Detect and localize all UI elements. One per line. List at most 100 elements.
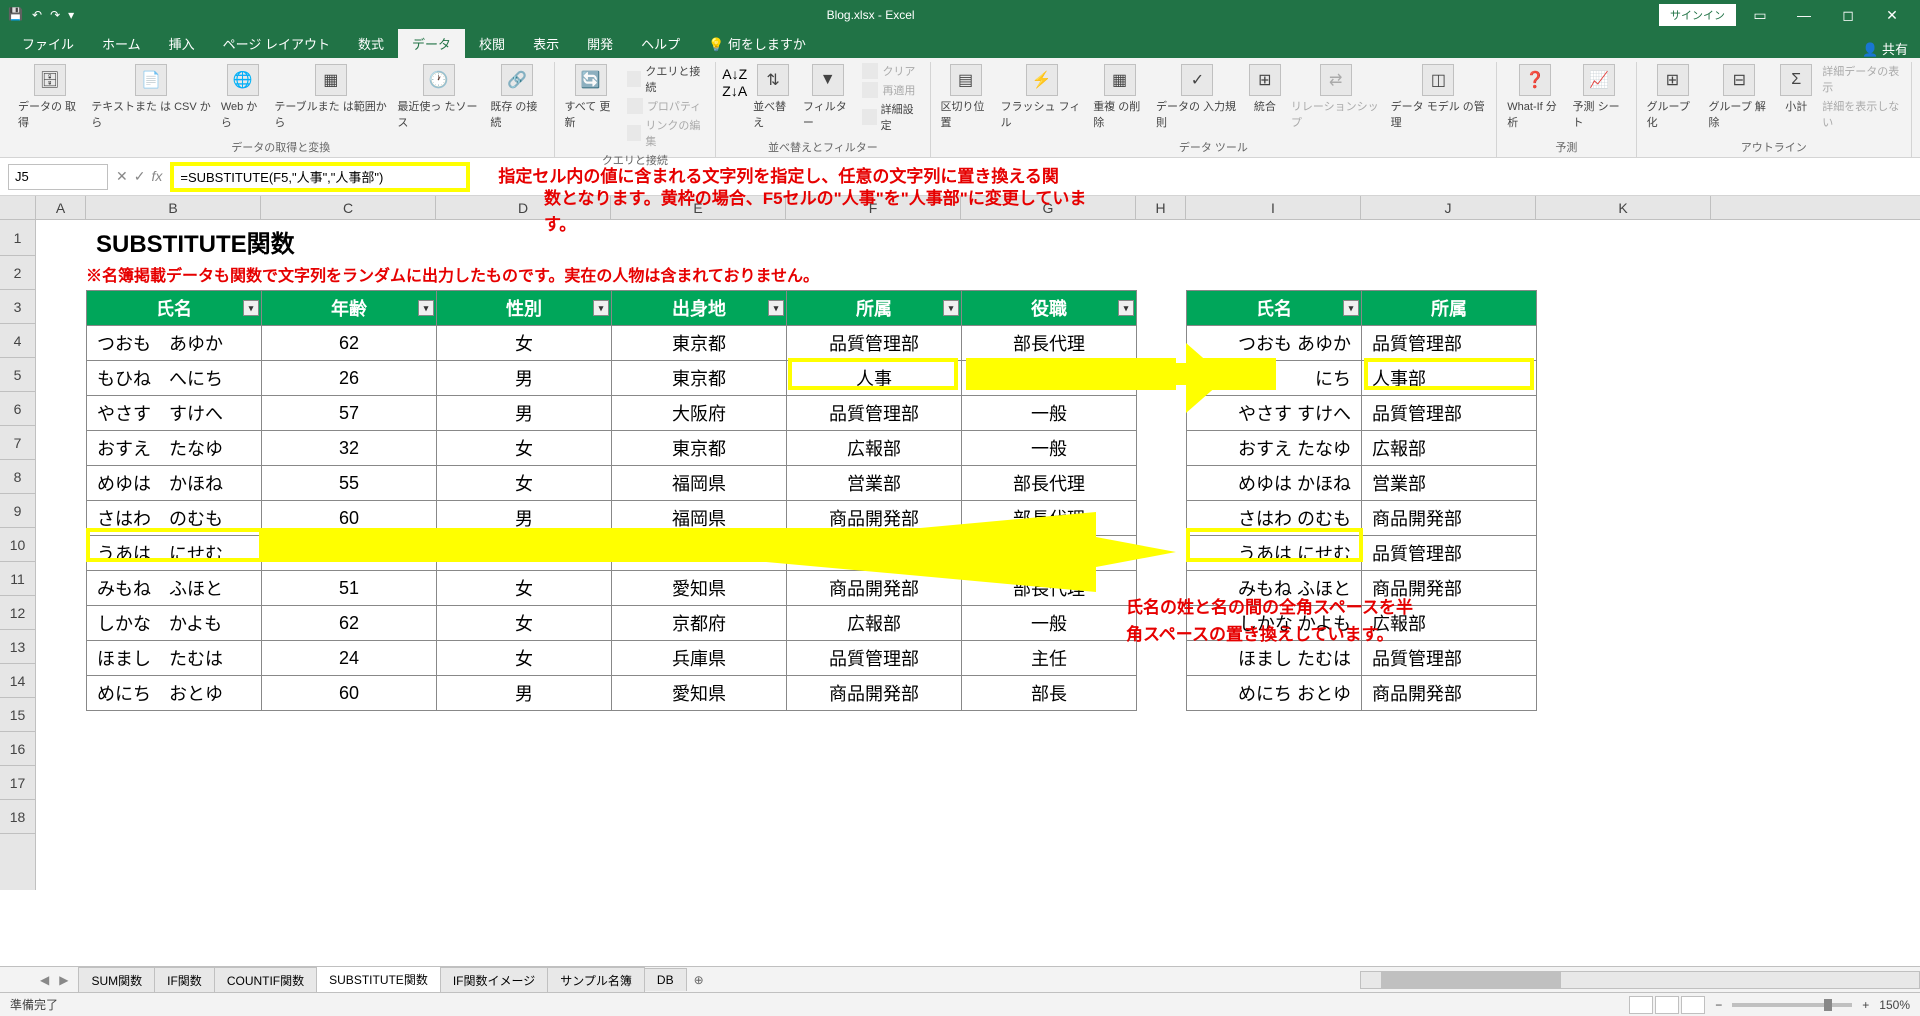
get-data-button[interactable]: 🗄データの 取得 <box>14 62 85 132</box>
properties-button[interactable]: プロパティ <box>623 97 709 115</box>
recent-sources-button[interactable]: 🕐最近使っ たソース <box>393 62 484 132</box>
col-header[interactable]: B <box>86 196 261 219</box>
table-cell[interactable]: 55 <box>262 466 437 501</box>
table-cell[interactable]: 32 <box>262 431 437 466</box>
table-cell[interactable]: 品質管理部 <box>787 396 962 431</box>
minimize-icon[interactable]: — <box>1784 1 1824 29</box>
relationships-button[interactable]: ⇄リレーションシップ <box>1287 62 1385 132</box>
table-cell[interactable]: 62 <box>262 326 437 361</box>
table-cell[interactable]: 東京都 <box>612 431 787 466</box>
table-cell[interactable]: 一般 <box>962 431 1137 466</box>
sheet-tab[interactable]: SUM関数 <box>78 967 155 993</box>
cells-area[interactable]: SUBSTITUTE関数 ※名簿掲載データも関数で文字列をランダムに出力したもの… <box>36 220 1920 890</box>
formula-bar[interactable]: =SUBSTITUTE(F5,"人事","人事部") <box>170 162 470 192</box>
tab-home[interactable]: ホーム <box>88 29 155 58</box>
table-cell[interactable] <box>612 536 787 571</box>
data-validation-button[interactable]: ✓データの 入力規則 <box>1152 62 1243 132</box>
table-cell[interactable]: 62 <box>262 606 437 641</box>
normal-view-button[interactable] <box>1629 996 1653 1014</box>
table-cell[interactable]: 商品開発部 <box>787 501 962 536</box>
filter-dropdown-icon[interactable]: ▾ <box>593 300 609 316</box>
tab-review[interactable]: 校閲 <box>465 29 519 58</box>
tab-tell-me[interactable]: 💡 何をしますか <box>694 29 820 58</box>
table-cell[interactable] <box>962 536 1137 571</box>
col-header[interactable]: C <box>261 196 436 219</box>
table-cell[interactable]: 部長代理 <box>962 501 1137 536</box>
zoom-slider[interactable] <box>1732 1003 1852 1007</box>
table-cell[interactable]: めにち おとゆ <box>1187 676 1362 711</box>
redo-icon[interactable]: ↷ <box>50 8 60 22</box>
filter-dropdown-icon[interactable]: ▾ <box>418 300 434 316</box>
row-header[interactable]: 3 <box>0 290 35 324</box>
table-cell[interactable]: 福岡県 <box>612 466 787 501</box>
row-header[interactable]: 1 <box>0 220 35 256</box>
close-icon[interactable]: ✕ <box>1872 1 1912 29</box>
table-cell[interactable]: 男 <box>437 501 612 536</box>
flash-fill-button[interactable]: ⚡フラッシュ フィル <box>997 62 1088 132</box>
table-cell[interactable] <box>437 536 612 571</box>
zoom-level[interactable]: 150% <box>1879 998 1910 1012</box>
horizontal-scrollbar[interactable] <box>1360 971 1920 989</box>
col-header[interactable]: K <box>1536 196 1711 219</box>
ungroup-button[interactable]: ⊟グループ 解除 <box>1704 62 1774 132</box>
add-sheet-button[interactable]: ⊕ <box>686 969 712 991</box>
table-cell[interactable]: 60 <box>262 501 437 536</box>
row-header[interactable]: 12 <box>0 596 35 630</box>
fx-icon[interactable]: fx <box>151 168 162 185</box>
tab-file[interactable]: ファイル <box>8 29 88 58</box>
row-header[interactable]: 17 <box>0 766 35 800</box>
table-cell[interactable]: 主任 <box>962 641 1137 676</box>
name-box[interactable] <box>8 164 108 190</box>
filter-dropdown-icon[interactable]: ▾ <box>768 300 784 316</box>
table-cell[interactable]: さはわ のむも <box>1187 501 1362 536</box>
clear-filter-button[interactable]: クリア <box>858 62 923 80</box>
text-to-columns-button[interactable]: ▤区切り位置 <box>937 62 995 132</box>
table-cell[interactable]: うあは にせむ <box>1187 536 1362 571</box>
table-cell[interactable]: もひね へにち <box>87 361 262 396</box>
sheet-nav-prev-icon[interactable]: ◀ <box>40 973 49 987</box>
table-cell[interactable]: 商品開発部 <box>787 571 962 606</box>
row-header[interactable]: 4 <box>0 324 35 358</box>
tab-developer[interactable]: 開発 <box>573 29 627 58</box>
table-cell[interactable]: 福岡県 <box>612 501 787 536</box>
table-cell[interactable]: 一般 <box>962 606 1137 641</box>
row-header[interactable]: 16 <box>0 732 35 766</box>
sheet-tab[interactable]: IF関数 <box>154 967 215 993</box>
sort-az-icon[interactable]: A↓Z <box>722 66 747 82</box>
data-model-button[interactable]: ◫データ モデル の管理 <box>1387 62 1491 132</box>
signin-button[interactable]: サインイン <box>1659 4 1736 26</box>
row-header[interactable]: 5 <box>0 358 35 392</box>
table-cell[interactable]: 広報部 <box>787 431 962 466</box>
table-cell[interactable]: 品質管理部 <box>787 641 962 676</box>
table-cell[interactable]: 部長代理 <box>962 571 1137 606</box>
table-cell[interactable] <box>962 361 1137 396</box>
table-cell[interactable]: 部長代理 <box>962 326 1137 361</box>
table-cell[interactable]: つおも あゆか <box>1187 326 1362 361</box>
row-header[interactable]: 2 <box>0 256 35 290</box>
table-cell[interactable]: 大阪府 <box>612 396 787 431</box>
qat-dropdown-icon[interactable]: ▾ <box>68 8 74 22</box>
table-cell[interactable]: 部長代理 <box>962 466 1137 501</box>
table-cell[interactable]: 愛知県 <box>612 571 787 606</box>
table-cell[interactable]: 東京都 <box>612 361 787 396</box>
whatif-button[interactable]: ❓What-If 分析 <box>1503 62 1566 132</box>
table-cell[interactable]: 品質管理部 <box>1362 396 1537 431</box>
filter-dropdown-icon[interactable]: ▾ <box>943 300 959 316</box>
advanced-filter-button[interactable]: 詳細設定 <box>858 100 923 134</box>
cancel-formula-icon[interactable]: ✕ <box>116 168 128 185</box>
table-cell[interactable]: 男 <box>437 361 612 396</box>
maximize-icon[interactable]: ◻ <box>1828 1 1868 29</box>
table-cell[interactable]: 京都府 <box>612 606 787 641</box>
filter-dropdown-icon[interactable]: ▾ <box>1343 300 1359 316</box>
refresh-all-button[interactable]: 🔄すべて 更新 <box>561 62 621 132</box>
table-cell[interactable]: 愛知県 <box>612 676 787 711</box>
row-header[interactable]: 15 <box>0 698 35 732</box>
undo-icon[interactable]: ↶ <box>32 8 42 22</box>
table-cell[interactable]: 人事部 <box>1362 361 1537 396</box>
table-cell[interactable]: 女 <box>437 431 612 466</box>
sheet-tab[interactable]: DB <box>644 968 687 991</box>
table-cell[interactable]: しかな かよも <box>87 606 262 641</box>
table-cell[interactable]: ほまし たむは <box>87 641 262 676</box>
table-cell[interactable]: 営業部 <box>1362 466 1537 501</box>
filter-dropdown-icon[interactable]: ▾ <box>1118 300 1134 316</box>
